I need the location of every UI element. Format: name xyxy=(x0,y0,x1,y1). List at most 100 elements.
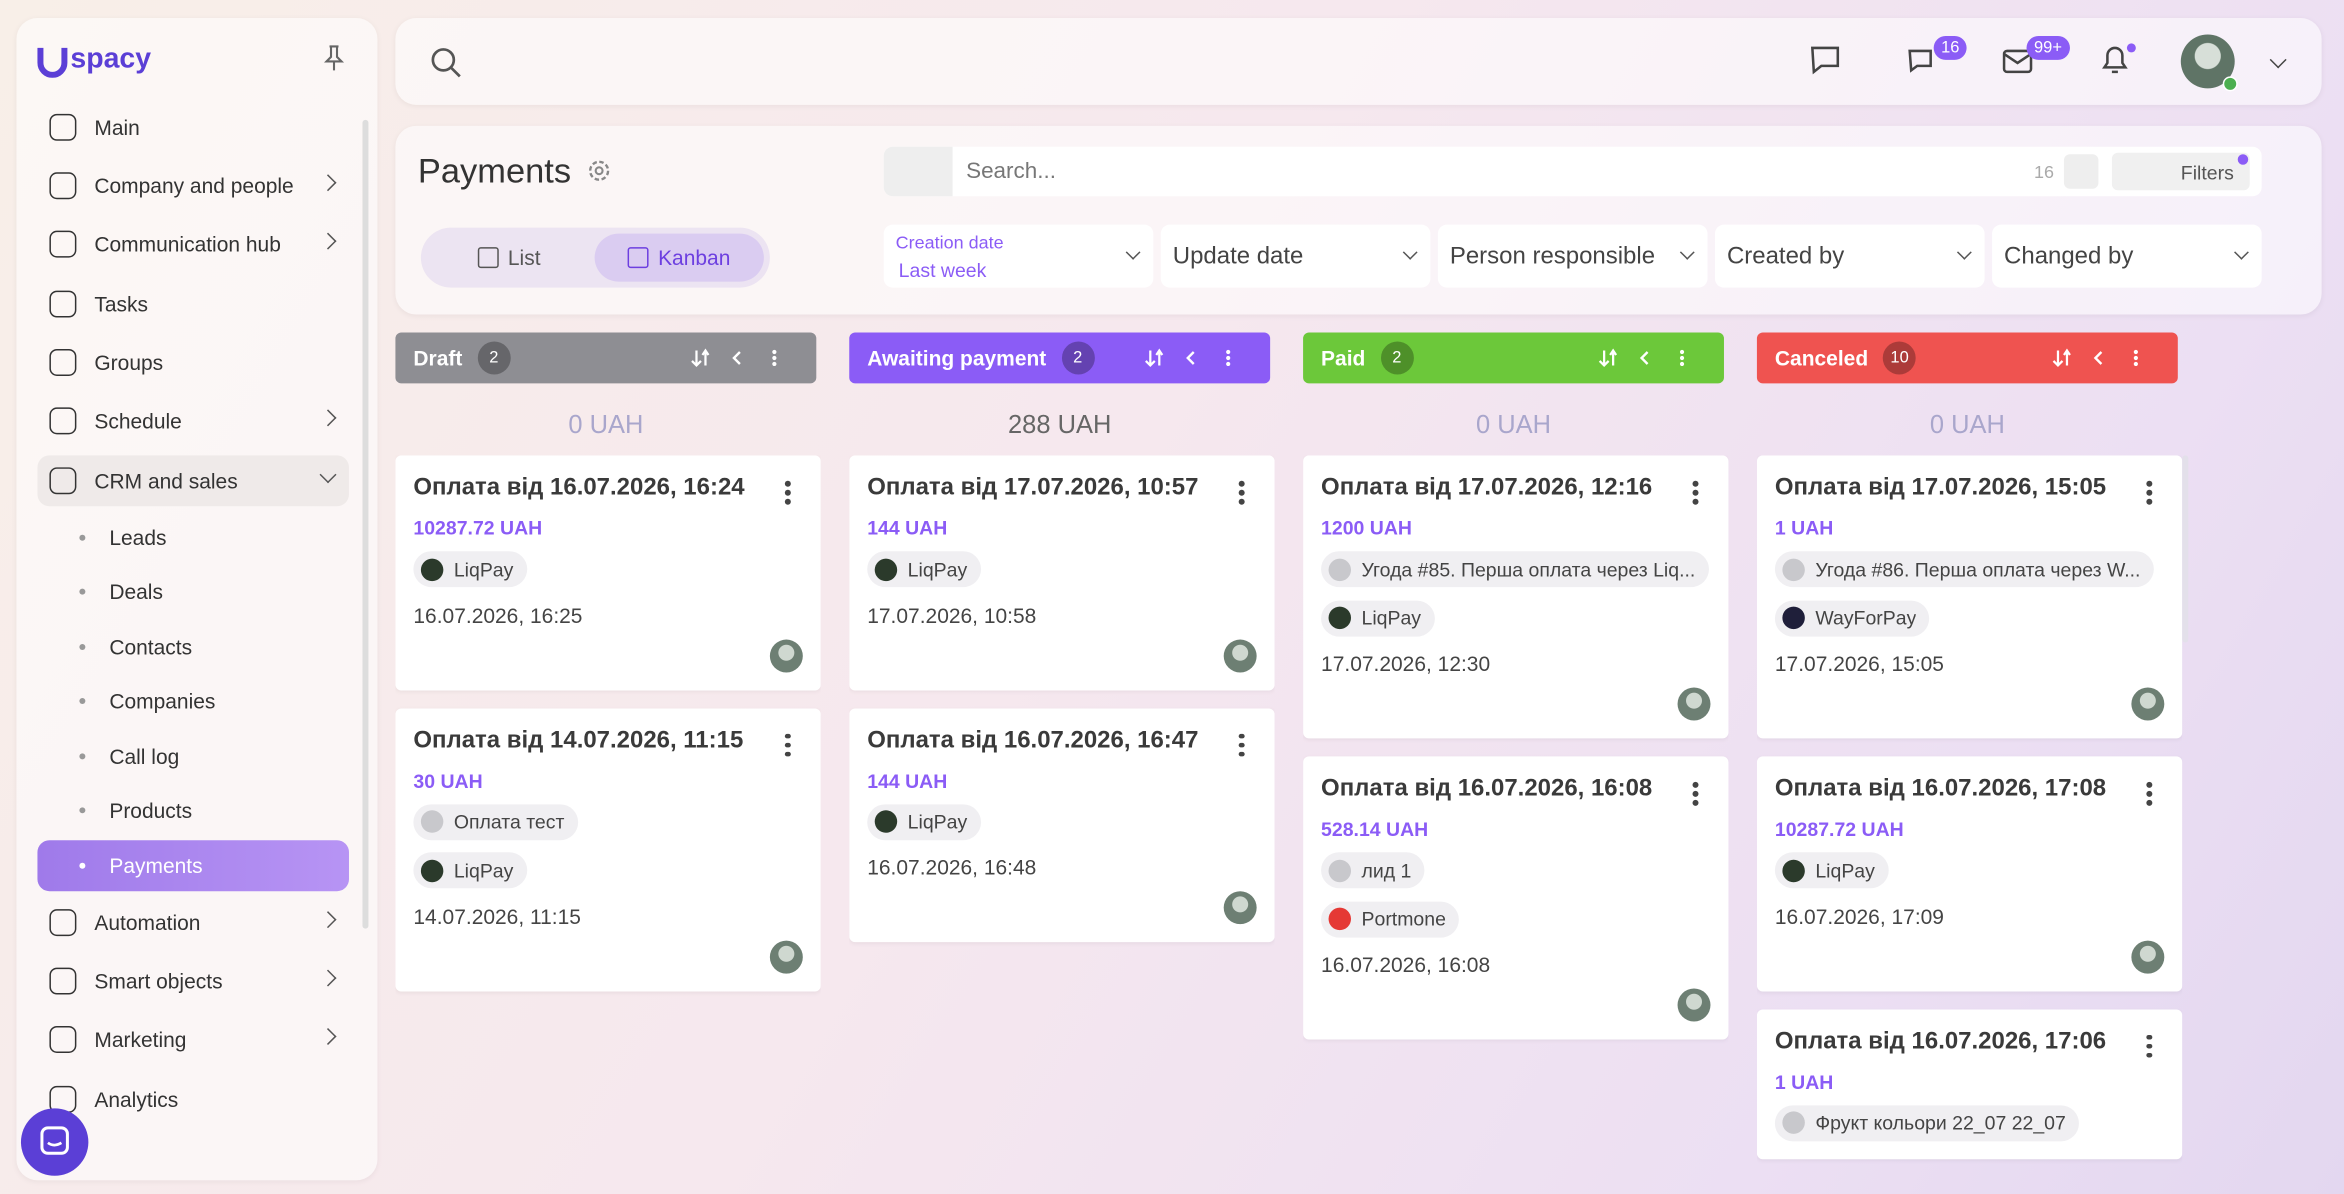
tag[interactable]: LiqPay xyxy=(1321,599,1435,636)
nav-bullet xyxy=(79,588,86,595)
tag[interactable]: Угода #85. Перша оплата через Liq... xyxy=(1321,551,1709,588)
settings-icon[interactable] xyxy=(586,157,613,184)
nav-subitem[interactable]: Call log xyxy=(37,731,349,782)
card-menu[interactable] xyxy=(2146,781,2152,809)
mail-icon[interactable] xyxy=(2002,48,2036,78)
card-date: 16.07.2026, 17:09 xyxy=(1774,903,1944,928)
column-header[interactable]: Awaiting payment 2 xyxy=(849,332,1271,384)
nav-bullet xyxy=(79,534,86,541)
card-menu[interactable] xyxy=(1692,480,1699,508)
nav-subitem[interactable]: Deals xyxy=(37,566,349,617)
clear-button[interactable] xyxy=(2063,154,2099,189)
nav-item[interactable]: Schedule xyxy=(37,395,349,446)
nav-subitem[interactable]: Companies xyxy=(37,676,349,727)
nav-subitem[interactable]: Payments xyxy=(37,840,349,892)
saved-filters[interactable] xyxy=(883,146,953,197)
tag-text: LiqPay xyxy=(453,858,514,882)
nav-subitem[interactable]: Leads xyxy=(37,512,349,563)
tag-row: Угода #85. Перша оплата через Liq... xyxy=(1321,539,1710,588)
nav-label: CRM and sales xyxy=(94,468,238,493)
page-title: Payments xyxy=(417,151,572,191)
filter-dropdown[interactable]: Creation date Last week xyxy=(883,224,1154,288)
nav-item[interactable]: Main xyxy=(37,102,349,153)
pin-icon[interactable] xyxy=(323,45,345,72)
nav-item[interactable]: Communication hub xyxy=(37,219,349,270)
card-menu[interactable] xyxy=(1238,480,1245,508)
tag[interactable]: LiqPay xyxy=(1774,852,1889,889)
card-menu[interactable] xyxy=(784,480,791,508)
column-actions[interactable] xyxy=(690,346,795,370)
tag[interactable]: LiqPay xyxy=(413,551,527,588)
bell-icon[interactable] xyxy=(2100,42,2139,78)
tag-text: WayForPay xyxy=(1815,606,1917,630)
card-menu[interactable] xyxy=(1238,733,1245,760)
payment-card[interactable]: Оплата від 16.07.2026, 17:08 10287.72 UAH… xyxy=(1756,756,2183,991)
nav-subitem[interactable]: Contacts xyxy=(37,622,349,673)
tag[interactable]: WayForPay xyxy=(1774,599,1930,636)
nav-bullet xyxy=(79,644,86,651)
filter-dropdown[interactable]: Update date xyxy=(1160,224,1431,288)
card-title: Оплата від 17.07.2026, 10:57 xyxy=(867,474,1199,501)
card-menu[interactable] xyxy=(2146,1034,2152,1061)
tag[interactable]: Фрукт кольори 22_07 22_07 xyxy=(1774,1104,2080,1141)
filter-dropdown[interactable]: Person responsible xyxy=(1437,224,1708,288)
card-avatar xyxy=(2131,687,2165,721)
column-header[interactable]: Paid 2 xyxy=(1303,332,1724,384)
view-button[interactable]: Kanban xyxy=(594,233,764,282)
tag-icon xyxy=(874,810,898,833)
mail-badge: 99+ xyxy=(2026,35,2070,60)
search-bar[interactable]: Search... 16 Filters xyxy=(883,146,2262,197)
online-dot xyxy=(2222,76,2238,92)
user-menu-chevron[interactable] xyxy=(2269,51,2287,69)
tag-text: Угода #86. Перша оплата через W... xyxy=(1815,557,2141,581)
tag[interactable]: LiqPay xyxy=(413,852,527,889)
tag-row: Оплата тест xyxy=(413,792,802,841)
tag[interactable]: LiqPay xyxy=(867,803,981,840)
payment-card[interactable]: Оплата від 17.07.2026, 12:16 1200 UAH Угод… xyxy=(1303,455,1729,739)
payment-card[interactable]: Оплата від 14.07.2026, 11:15 30 UAH Оплата… xyxy=(395,707,821,991)
search-icon[interactable] xyxy=(430,46,463,79)
tag-text: Оплата тест xyxy=(453,810,565,833)
filters-button[interactable] xyxy=(2111,152,2250,191)
card-menu[interactable] xyxy=(2146,480,2152,508)
filter-dropdown[interactable]: Changed by xyxy=(1992,224,2262,288)
nav-item[interactable]: Smart objects xyxy=(37,956,349,1007)
nav-bullet xyxy=(79,862,86,869)
card-menu[interactable] xyxy=(784,733,791,760)
chats-icon[interactable] xyxy=(1907,46,1940,79)
tag[interactable]: Portmone xyxy=(1321,900,1460,937)
nav-item[interactable]: Marketing xyxy=(37,1014,349,1065)
tag[interactable]: Угода #86. Перша оплата через W... xyxy=(1774,551,2154,588)
column-header[interactable]: Canceled 10 xyxy=(1756,332,2178,384)
column-actions[interactable] xyxy=(2052,346,2157,370)
payment-card[interactable]: Оплата від 16.07.2026, 16:08 528.14 UAH ли… xyxy=(1303,756,1729,1040)
chat-button[interactable] xyxy=(20,1108,89,1176)
nav-item[interactable]: Company and people xyxy=(37,160,349,211)
column-actions[interactable] xyxy=(1598,346,1703,370)
payment-card[interactable]: Оплата від 16.07.2026, 17:06 1 UAH Фрукт к… xyxy=(1756,1008,2183,1160)
nav-subitem[interactable]: Products xyxy=(37,785,349,836)
tag[interactable]: лид 1 xyxy=(1321,852,1425,889)
payment-card[interactable]: Оплата від 17.07.2026, 15:05 1 UAH Угода #… xyxy=(1756,455,2183,739)
payment-card[interactable]: Оплата від 16.07.2026, 16:47 144 UAH LiqPa… xyxy=(849,707,1275,943)
tag[interactable]: Оплата тест xyxy=(413,803,578,840)
card-menu[interactable] xyxy=(1692,781,1699,809)
filter-dropdown[interactable]: Created by xyxy=(1714,224,1985,288)
chats-badge: 16 xyxy=(1933,35,1967,60)
nav-icon xyxy=(49,290,77,318)
column-actions[interactable] xyxy=(1144,346,1249,370)
nav-item[interactable]: Tasks xyxy=(37,279,349,330)
nav-item[interactable]: CRM and sales xyxy=(37,455,349,507)
messages-icon[interactable] xyxy=(1809,43,1842,76)
tag[interactable]: LiqPay xyxy=(867,551,981,588)
view-button[interactable]: List xyxy=(442,234,577,282)
payment-card[interactable]: Оплата від 16.07.2026, 16:24 10287.72 UAH… xyxy=(395,455,821,690)
card-amount: 1 UAH xyxy=(1774,516,1834,540)
view-label: List xyxy=(507,245,541,270)
nav-item[interactable]: Automation xyxy=(37,897,349,948)
column-name: Paid xyxy=(1321,345,1366,370)
payment-card[interactable]: Оплата від 17.07.2026, 10:57 144 UAH LiqPa… xyxy=(849,455,1275,690)
nav-item[interactable]: Groups xyxy=(37,337,349,388)
column-header[interactable]: Draft 2 xyxy=(395,332,817,384)
